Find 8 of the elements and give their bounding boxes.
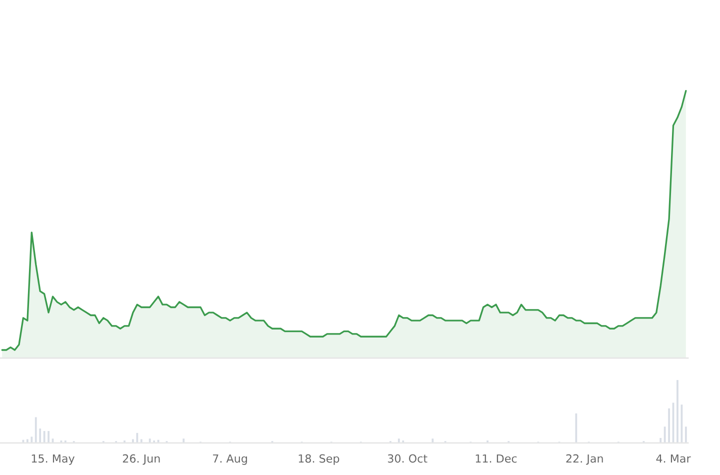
x-tick-label: 18. Sep — [298, 454, 340, 465]
x-tick-label: 7. Aug — [213, 454, 247, 465]
x-tick-label: 30. Oct — [388, 454, 428, 463]
x-tick-label: 4. Mar — [656, 454, 691, 463]
x-tick-label: 11. Dec — [476, 454, 517, 463]
x-tick-label: 22. Jan — [566, 454, 603, 465]
x-tick-label: 26. Jun — [122, 454, 160, 465]
x-tick-label: 15. May — [32, 454, 75, 465]
